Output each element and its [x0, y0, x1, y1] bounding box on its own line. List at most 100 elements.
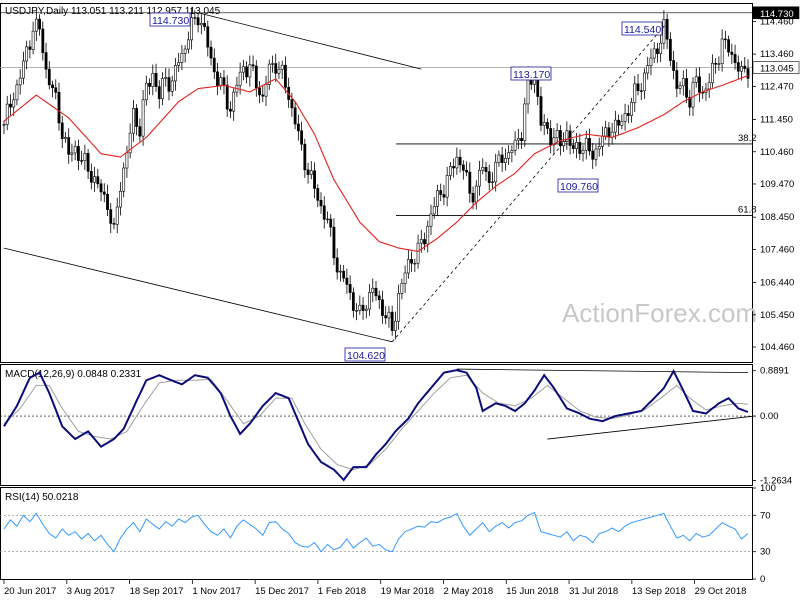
candle-body [248, 64, 252, 78]
candle-body [487, 171, 491, 183]
candle-body [54, 87, 58, 93]
candle-body [199, 22, 203, 26]
candle-body [368, 292, 371, 310]
candle-body [419, 239, 423, 244]
candle-body [636, 83, 640, 92]
candle-body [183, 48, 187, 54]
candle-body [588, 138, 591, 152]
candle-body [439, 190, 443, 195]
rsi-panel: 100 70 30 0 [0, 483, 776, 585]
candle-body [293, 107, 297, 125]
candle-body [342, 270, 346, 279]
candle-body [613, 119, 617, 133]
candle-body [335, 257, 339, 273]
candle-body [271, 63, 274, 65]
candle-body [426, 225, 430, 245]
candle-body [649, 57, 653, 66]
rsi-y-tick-label: 0 [760, 574, 765, 585]
candle-body [711, 62, 714, 84]
candle-body [617, 119, 621, 126]
trendline [3, 247, 393, 343]
panel-frames [0, 3, 753, 580]
candle-body [539, 96, 543, 126]
y-tick-label: 109.470 [760, 179, 794, 190]
candle-body [141, 99, 145, 137]
candle-body [203, 22, 206, 28]
candle-body [694, 76, 698, 83]
macd-y-tick-label: 0.8891 [760, 366, 789, 377]
candle-body [743, 65, 747, 69]
price-axis: 114.460 113.460 112.470 111.450 110.460 109.4… [752, 6, 800, 353]
candle-body [326, 218, 329, 221]
x-tick-label: 13 Sep 2018 [632, 586, 686, 597]
candle-body [607, 127, 611, 138]
price-header: USDJPY,Daily 113.051 113.211 112.957 113… [5, 6, 221, 17]
candle-body [193, 17, 197, 19]
candle-body [484, 167, 488, 172]
candle-body [364, 308, 368, 311]
candle-body [381, 299, 384, 316]
candle-body [727, 39, 730, 53]
candle-body [523, 103, 527, 141]
moving-average-line [3, 75, 749, 252]
candle-body [384, 315, 388, 319]
candle-body [348, 284, 352, 293]
candle-body [507, 152, 511, 159]
candle-body [22, 60, 25, 79]
candle-body [138, 126, 142, 137]
candle-body [458, 156, 462, 166]
candle-body [18, 77, 22, 86]
macd-panel: 0.8891 0.00 -1.2634 [0, 366, 792, 487]
candle-body [707, 82, 711, 90]
x-tick-label: 15 Dec 2017 [255, 586, 309, 597]
candle-body [51, 84, 54, 89]
candle-body [119, 190, 122, 208]
y-tick-label: 107.460 [760, 244, 794, 255]
candle-body [510, 150, 514, 153]
macd-signal-line [3, 374, 749, 471]
candle-body [351, 292, 355, 311]
candle-body [154, 73, 158, 87]
candle-body [500, 154, 504, 163]
candle-body [96, 176, 100, 185]
y-tick-label: 108.450 [760, 212, 794, 223]
candle-body [128, 132, 132, 154]
candle-body [542, 122, 546, 126]
candle-body [468, 171, 472, 194]
candle-body [442, 194, 446, 198]
rsi-header: RSI(14) 50.0218 [5, 492, 79, 503]
candle-body [345, 277, 349, 285]
x-tick-label: 19 Mar 2018 [381, 586, 434, 597]
candle-body [73, 145, 77, 154]
candle-body [25, 46, 29, 62]
candle-body [80, 160, 84, 162]
price-annotations: 114.730 114.540 113.170 109.760 104.620 [149, 12, 663, 362]
candle-body [89, 171, 93, 183]
candle-body [691, 81, 695, 108]
candle-body [57, 91, 61, 124]
candle-body [12, 99, 16, 108]
x-tick-label: 1 Feb 2018 [318, 586, 366, 597]
y-tick-label: 111.450 [760, 115, 793, 126]
candle-body [322, 205, 326, 220]
candle-body [174, 65, 177, 82]
candle-body [646, 65, 650, 74]
candle-body [520, 138, 523, 141]
candle-body [558, 130, 562, 147]
candle-body [15, 84, 19, 101]
x-tick-label: 3 Aug 2017 [67, 586, 115, 597]
x-tick-label: 31 Jul 2018 [569, 586, 618, 597]
candle-body [264, 84, 268, 97]
y-tick-label: 114.460 [760, 17, 794, 28]
x-tick-label: 1 Nov 2017 [192, 586, 241, 597]
candle-body [106, 193, 109, 210]
candle-body [267, 63, 271, 85]
candle-body [277, 68, 281, 74]
candle-body [102, 191, 106, 195]
candle-body [429, 213, 433, 227]
candle-body [549, 128, 553, 146]
y-tick-label: 112.470 [760, 81, 794, 92]
candle-body [9, 103, 12, 108]
candle-body [730, 51, 734, 55]
